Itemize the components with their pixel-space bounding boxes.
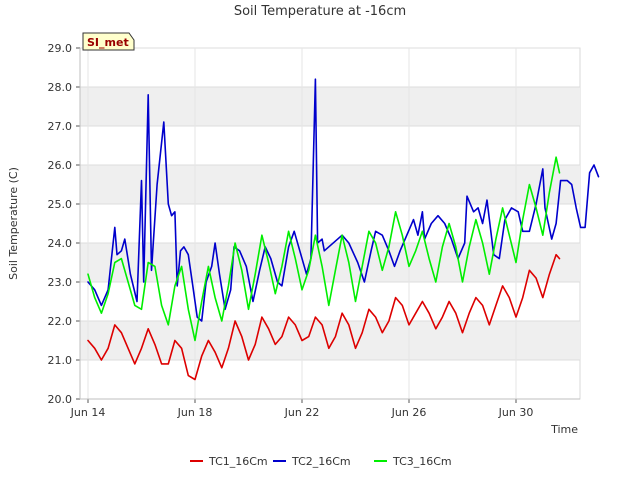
x-tick-label: Jun 22 [284,406,320,419]
y-tick-label: 22.0 [48,315,73,328]
site-badge-label: SI_met [87,36,129,49]
site-badge-box [82,32,135,51]
x-axis-label: Time [550,423,578,436]
legend-label: TC1_16Cm [208,455,268,468]
y-tick-label: 26.0 [48,159,73,172]
legend-label: TC2_16Cm [291,455,351,468]
series-line-tc1-16cm [87,253,561,381]
y-tick-label: 28.0 [48,81,73,94]
legend-label: TC3_16Cm [392,455,452,468]
y-tick-label: 23.0 [48,276,73,289]
y-axis-label: Soil Temperature (C) [7,167,20,280]
y-tick-label: 21.0 [48,354,73,367]
x-tick-label: Jun 14 [70,406,106,419]
x-tick-label: Jun 30 [498,406,534,419]
x-tick-label: Jun 18 [177,406,213,419]
grid-band [80,165,580,204]
x-tick-label: Jun 26 [391,406,427,419]
y-tick-label: 25.0 [48,198,73,211]
y-tick-label: 29.0 [48,42,73,55]
y-tick-label: 20.0 [48,393,73,406]
grid-band [80,321,580,360]
site-badge: SI_met [82,32,135,51]
series-line-tc2-16cm [87,78,600,322]
grid-band [80,243,580,282]
series-line-tc3-16cm [87,156,561,342]
y-tick-label: 27.0 [48,120,73,133]
grid-band [80,87,580,126]
y-tick-label: 24.0 [48,237,73,250]
chart-title: Soil Temperature at -16cm [233,4,407,19]
